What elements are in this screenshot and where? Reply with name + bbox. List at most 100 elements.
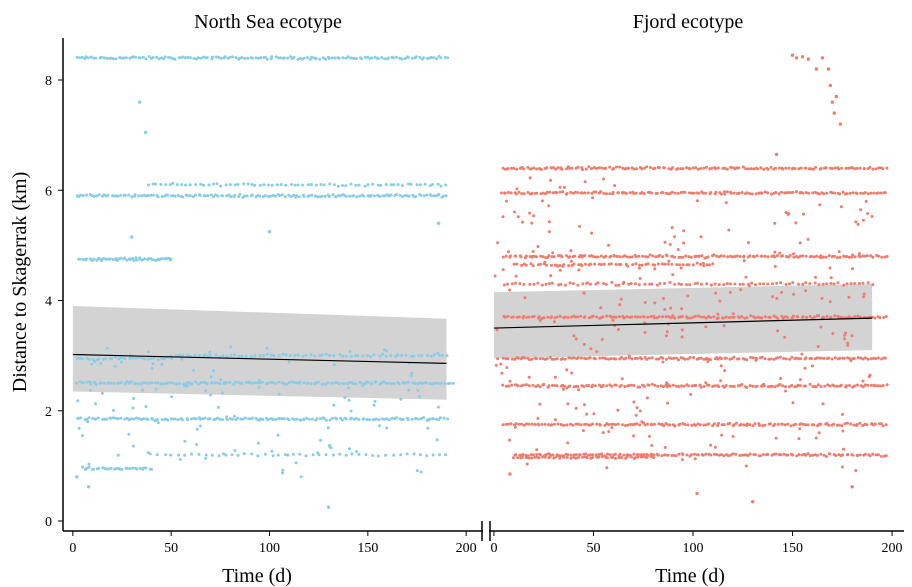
data-point — [588, 356, 592, 360]
data-point — [630, 357, 634, 361]
data-point — [430, 183, 434, 186]
data-point — [794, 422, 798, 426]
data-point — [345, 382, 349, 386]
data-point — [626, 264, 630, 268]
data-point — [699, 167, 703, 170]
data-point — [150, 467, 154, 471]
data-point — [241, 417, 245, 421]
data-point — [222, 452, 225, 456]
data-point — [858, 315, 862, 319]
data-point — [734, 421, 738, 425]
data-point — [822, 453, 826, 457]
data-point — [425, 454, 429, 458]
data-point — [583, 180, 587, 184]
data-point — [653, 301, 657, 305]
data-point — [878, 316, 882, 320]
data-point — [220, 194, 224, 198]
data-point — [839, 383, 843, 387]
data-point — [577, 388, 580, 392]
data-point — [601, 431, 605, 435]
data-point — [617, 328, 620, 331]
data-point — [747, 284, 751, 288]
data-point — [178, 382, 181, 386]
data-point — [681, 453, 685, 456]
data-point — [883, 356, 887, 360]
data-point — [817, 314, 821, 318]
data-point — [544, 263, 548, 267]
data-point — [566, 441, 570, 445]
data-point — [439, 381, 443, 385]
data-point — [795, 454, 799, 458]
data-point — [329, 446, 333, 450]
data-point — [845, 282, 849, 286]
data-point — [80, 55, 84, 59]
data-point — [740, 191, 744, 194]
data-point — [623, 254, 627, 258]
data-point — [396, 353, 400, 357]
data-point — [516, 215, 520, 219]
data-point — [380, 56, 384, 59]
data-point — [808, 382, 812, 386]
data-point — [808, 282, 812, 286]
data-point — [574, 422, 578, 426]
data-point — [592, 255, 596, 259]
data-point — [774, 152, 779, 157]
data-point — [105, 56, 109, 60]
data-point — [608, 165, 612, 169]
data-point — [271, 381, 275, 385]
data-point — [686, 423, 690, 427]
data-point — [806, 237, 810, 241]
data-point — [223, 380, 226, 384]
data-point — [814, 165, 818, 169]
data-point — [366, 55, 370, 59]
data-point — [607, 430, 611, 434]
data-point — [572, 262, 576, 266]
data-point — [879, 422, 883, 426]
data-point — [343, 396, 347, 399]
data-point — [566, 453, 570, 457]
data-point — [606, 456, 609, 460]
data-point — [549, 178, 553, 182]
data-point — [337, 382, 341, 386]
data-point — [214, 353, 218, 357]
data-point — [778, 383, 782, 386]
data-point — [699, 235, 703, 239]
data-point — [618, 165, 622, 169]
data-point — [602, 191, 606, 195]
data-point — [798, 378, 802, 382]
data-point — [530, 422, 534, 426]
data-point — [128, 467, 132, 471]
data-point — [858, 166, 862, 170]
data-point — [205, 382, 209, 386]
data-point — [251, 56, 254, 60]
data-point — [587, 316, 591, 320]
data-point — [144, 405, 148, 408]
data-point — [786, 315, 789, 319]
data-point — [85, 257, 88, 261]
confidence-band — [72, 306, 447, 400]
data-point — [618, 452, 622, 456]
data-point — [841, 190, 845, 194]
data-point — [677, 385, 681, 388]
data-point — [660, 422, 664, 426]
data-point — [570, 356, 573, 360]
data-point — [762, 382, 766, 386]
data-point — [133, 382, 137, 385]
data-point — [319, 438, 322, 442]
data-point — [398, 56, 402, 60]
data-point — [536, 417, 540, 420]
data-point — [798, 241, 802, 245]
data-point — [770, 192, 773, 196]
data-point — [177, 453, 181, 457]
data-point — [865, 254, 869, 258]
data-point — [146, 417, 150, 421]
data-point — [609, 357, 613, 361]
data-point — [701, 453, 705, 457]
data-point — [339, 194, 343, 198]
data-point — [847, 255, 851, 259]
data-point — [547, 282, 551, 285]
data-point — [724, 201, 728, 205]
data-point — [376, 454, 380, 458]
data-point — [787, 191, 791, 194]
data-point — [663, 453, 667, 457]
